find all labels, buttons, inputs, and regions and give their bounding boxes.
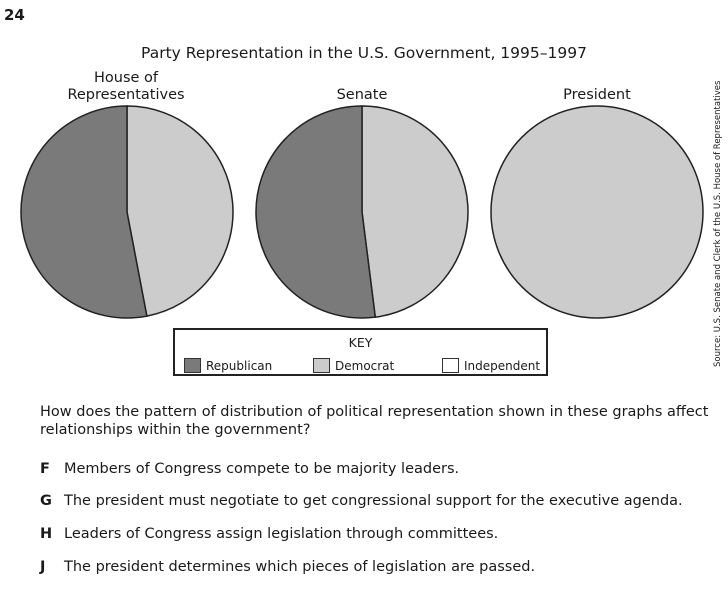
option-letter: F xyxy=(40,461,50,477)
legend-item-republican: Republican xyxy=(184,358,272,373)
pie-label-line: Senate xyxy=(336,87,388,103)
pie-label-president: President xyxy=(517,87,677,104)
option-text: Leaders of Congress assign legislation t… xyxy=(64,526,499,542)
option-text: The president must negotiate to get cong… xyxy=(64,493,683,509)
legend-label: Democrat xyxy=(335,358,395,373)
pie-slice-democrat xyxy=(126,105,234,318)
pie-slice-democrat xyxy=(361,105,469,319)
answer-option-j[interactable]: J The president determines which pieces o… xyxy=(40,558,535,576)
question-text: How does the pattern of distribution of … xyxy=(40,404,709,438)
option-letter: H xyxy=(40,526,53,542)
option-letter: J xyxy=(40,559,46,575)
pie-slice-democrat xyxy=(490,105,704,319)
legend-swatch-republican xyxy=(184,358,201,373)
pie-label-line: House of xyxy=(93,70,159,86)
legend-title: KEY xyxy=(348,335,373,350)
pie-slice-republican xyxy=(20,105,148,319)
pie-charts xyxy=(20,105,704,319)
source-note: Source: U.S. Senate and Clerk of the U.S… xyxy=(713,80,723,367)
option-text: Members of Congress compete to be majori… xyxy=(64,461,460,477)
pie-label-line: President xyxy=(563,87,631,103)
legend: KEY Republican Democrat Independent xyxy=(173,328,548,376)
question-number: 24 xyxy=(4,6,25,24)
legend-label: Republican xyxy=(206,358,273,373)
pie-slice-republican xyxy=(255,105,377,319)
answer-option-h[interactable]: H Leaders of Congress assign legislation … xyxy=(40,525,498,543)
option-letter: G xyxy=(40,493,52,509)
pie-label-house: House of Representatives xyxy=(46,70,206,104)
answer-option-g[interactable]: G The president must negotiate to get con… xyxy=(40,492,683,510)
option-text: The president determines which pieces of… xyxy=(64,559,536,575)
chart-title: Party Representation in the U.S. Governm… xyxy=(141,44,587,62)
legend-swatch-democrat xyxy=(313,358,330,373)
legend-label: Independent xyxy=(464,358,541,373)
legend-item-democrat: Democrat xyxy=(313,358,394,373)
legend-item-independent: Independent xyxy=(442,358,540,373)
pie-label-line: Representatives xyxy=(67,87,185,103)
legend-swatch-independent xyxy=(442,358,459,373)
pie-label-senate: Senate xyxy=(282,87,442,104)
answer-option-f[interactable]: F Members of Congress compete to be major… xyxy=(40,460,459,478)
